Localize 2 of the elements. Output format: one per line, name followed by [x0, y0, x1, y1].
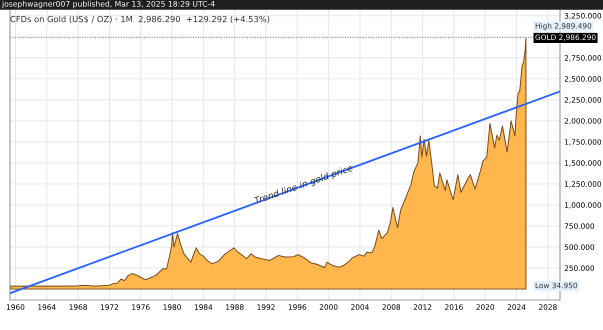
annotation: Trend line in gold price [254, 164, 354, 206]
text: CFDs on Gold (US$ / OZ) · 1M 2,986.290 +129.292 (+4.53%) [10, 16, 270, 24]
